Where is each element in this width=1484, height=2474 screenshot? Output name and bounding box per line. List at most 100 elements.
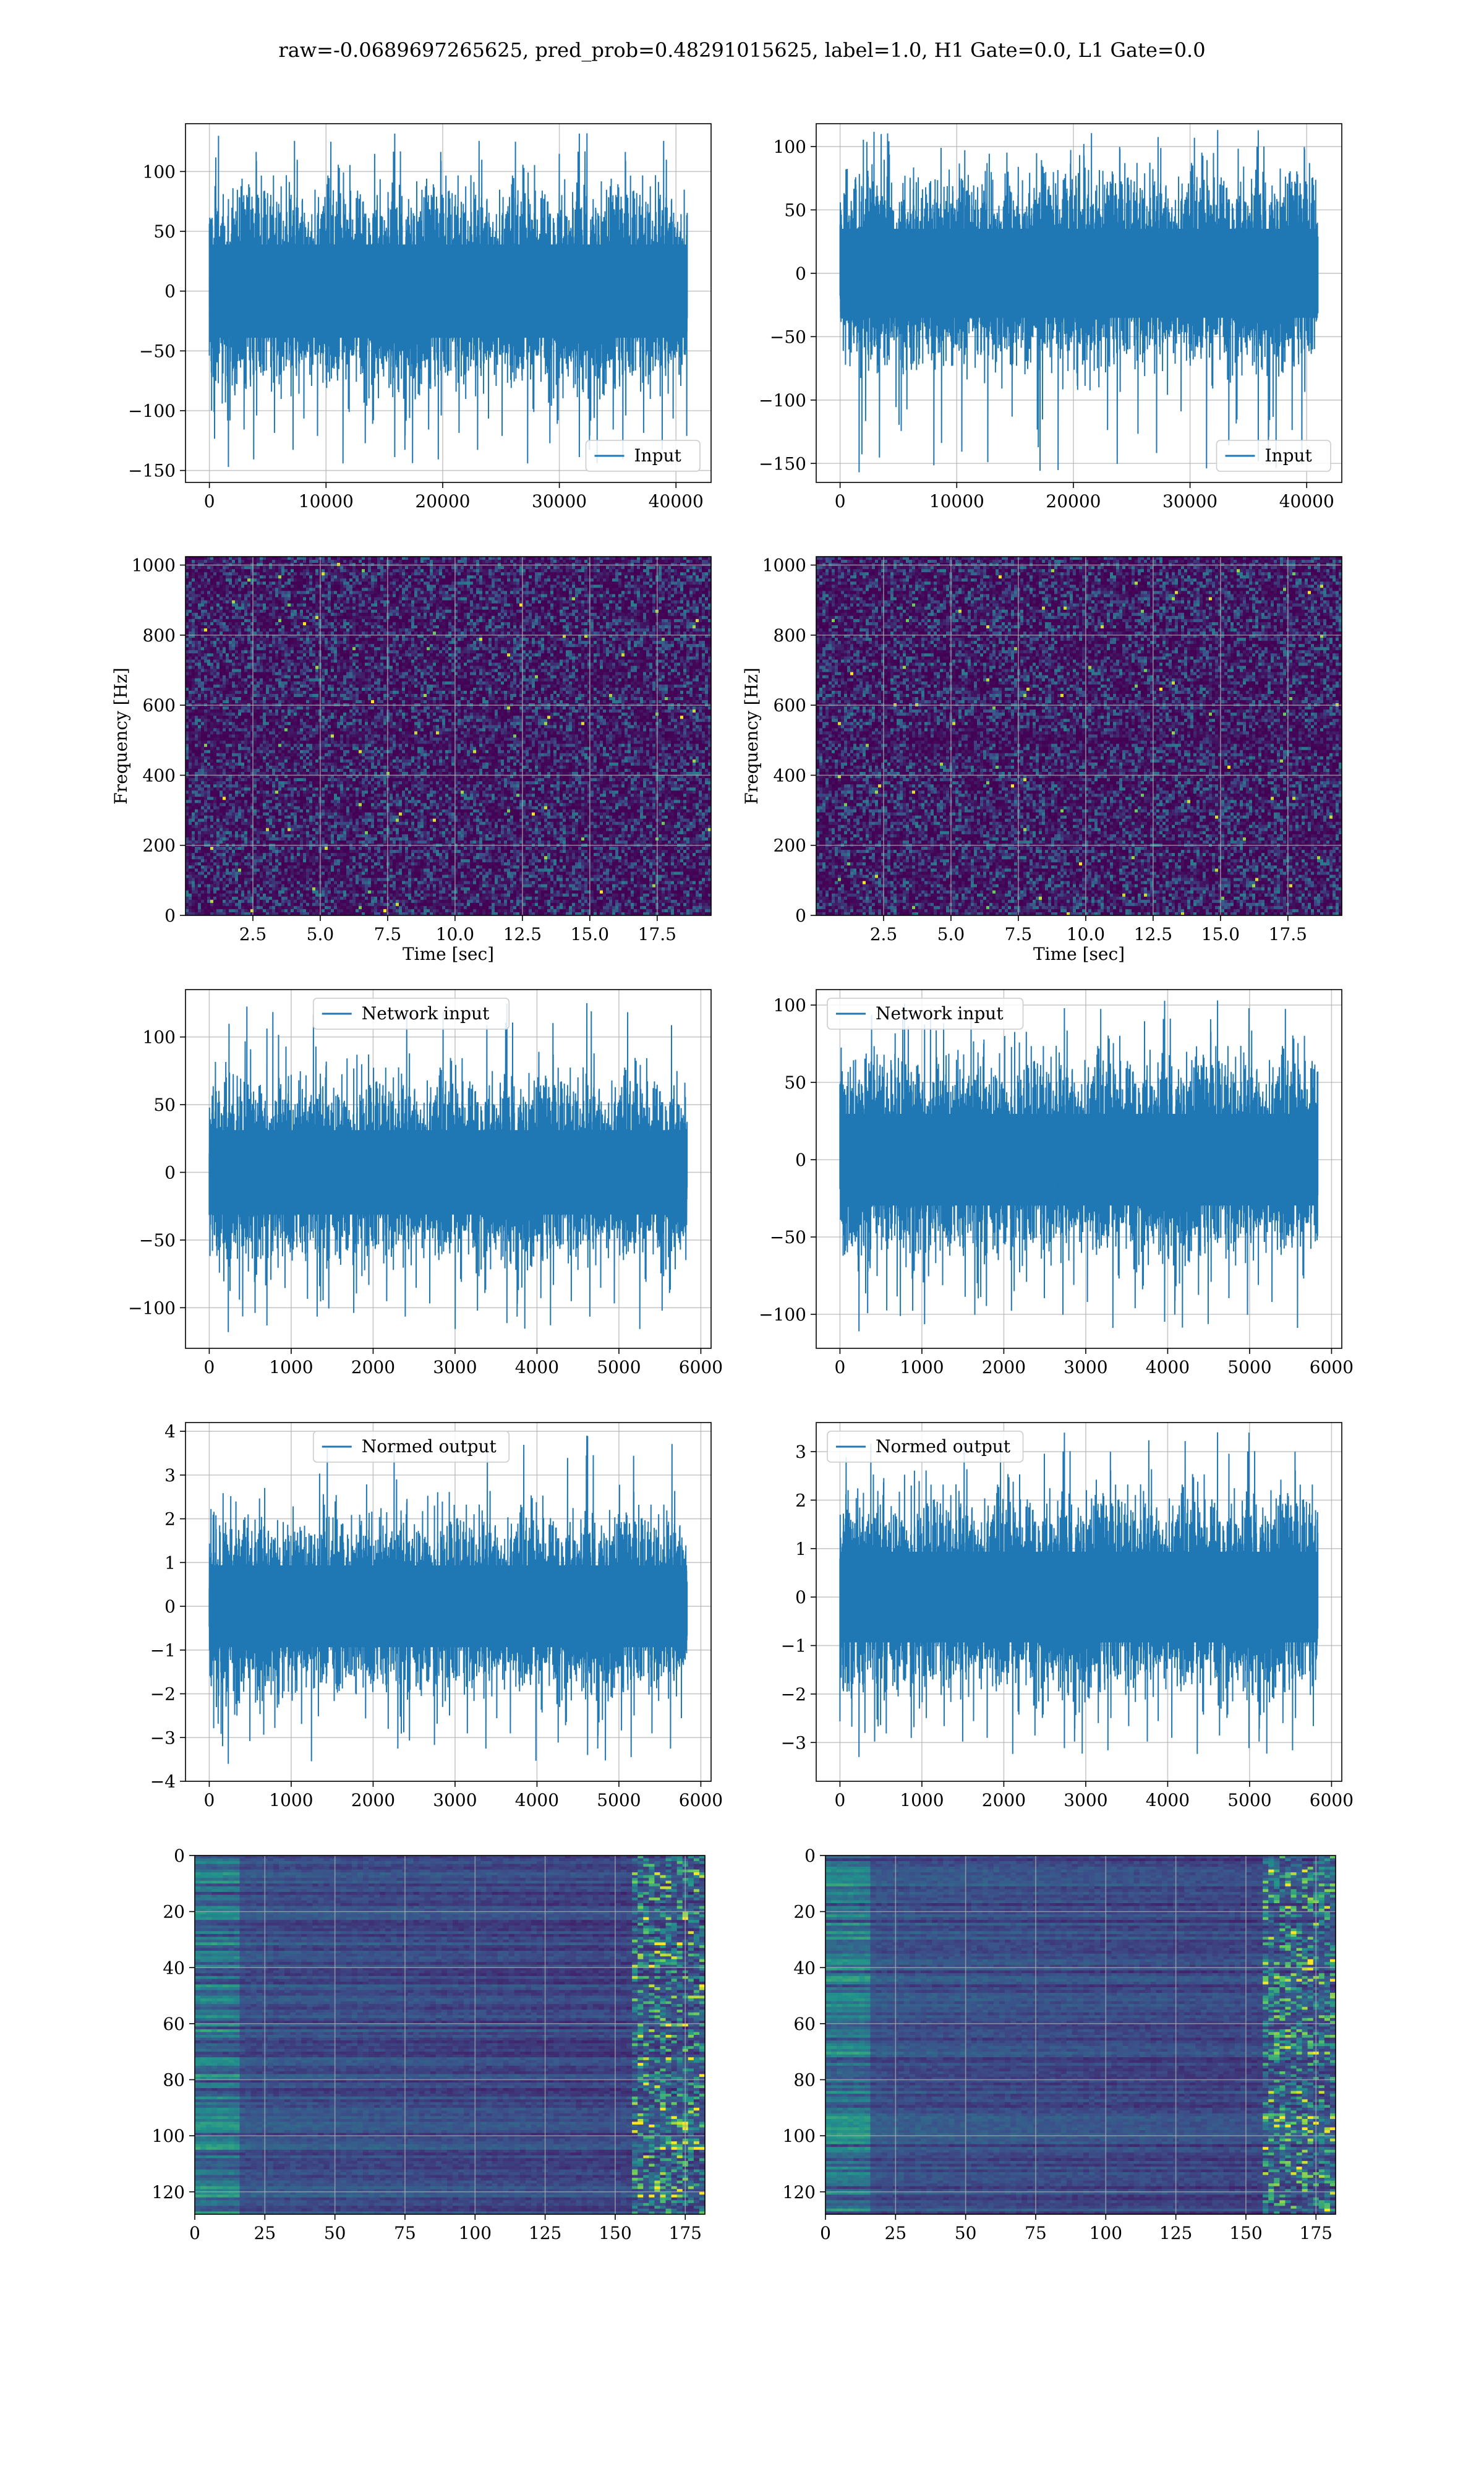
y-tick-label: 0 (804, 1846, 816, 1866)
y-tick-label: 0 (795, 1150, 806, 1170)
x-tick-label: 7.5 (1005, 924, 1033, 944)
x-tick-label: 6000 (1310, 1790, 1354, 1810)
x-tick-label: 10000 (929, 491, 984, 511)
x-tick-label: 3000 (433, 1790, 477, 1810)
x-tick-label: 1000 (269, 1790, 313, 1810)
y-tick-label: 50 (153, 221, 176, 242)
x-tick-label: 10.0 (1067, 924, 1105, 944)
x-tick-label: 4000 (1146, 1790, 1190, 1810)
feature-map-cells (195, 1856, 706, 2215)
x-tick-label: 6000 (679, 1790, 723, 1810)
x-tick-label: 100 (459, 2223, 492, 2243)
y-tick-label: 0 (164, 905, 176, 926)
y-tick-label: 0 (164, 1162, 176, 1183)
legend-label: Input (634, 445, 682, 466)
x-tick-label: 0 (835, 491, 846, 511)
x-tick-label: 17.5 (1269, 924, 1307, 944)
legend-label: Input (1265, 445, 1313, 466)
x-tick-label: 0 (204, 1790, 215, 1810)
x-tick-label: 1000 (900, 1790, 944, 1810)
x-tick-label: 40000 (1279, 491, 1334, 511)
x-tick-label: 2000 (351, 1790, 395, 1810)
legend: Input (586, 440, 701, 471)
legend-label: Network input (876, 1003, 1004, 1024)
x-tick-label: 2.5 (239, 924, 267, 944)
x-tick-label: 2000 (982, 1357, 1026, 1377)
y-tick-label: 120 (152, 2182, 185, 2202)
y-tick-label: 400 (143, 765, 176, 785)
x-tick-label: 0 (204, 1357, 215, 1377)
x-tick-label: 2000 (351, 1357, 395, 1377)
y-tick-label: 1 (164, 1552, 176, 1573)
y-tick-label: 0 (164, 1596, 176, 1617)
y-tick-label: 60 (163, 2014, 185, 2034)
x-tick-label: 0 (835, 1357, 846, 1377)
spectrogram-l1-chart: 2.5 5.0 7.5 10.0 12.5 15.0 17.5020040060080010… (723, 538, 1367, 971)
y-tick-label: 20 (163, 1902, 185, 1922)
x-tick-label: 4000 (1146, 1357, 1190, 1377)
x-tick-label: 30000 (532, 491, 587, 511)
y-tick-label: 100 (143, 161, 176, 182)
x-tick-label: 150 (599, 2223, 631, 2243)
x-tick-label: 10000 (299, 491, 354, 511)
y-tick-label: 0 (795, 263, 806, 284)
y-tick-label: 0 (164, 281, 176, 302)
x-tick-label: 3000 (433, 1357, 477, 1377)
y-tick-label: −50 (139, 341, 176, 361)
y-tick-label: −50 (770, 327, 806, 347)
y-tick-label: −100 (128, 1298, 176, 1318)
y-tick-label: −50 (770, 1227, 806, 1248)
y-tick-label: 100 (152, 2126, 185, 2146)
y-tick-label: 0 (795, 1587, 806, 1607)
x-tick-label: 7.5 (374, 924, 402, 944)
y-tick-label: −50 (139, 1230, 176, 1251)
x-tick-label: 150 (1229, 2223, 1262, 2243)
y-tick-label: 0 (795, 905, 806, 926)
x-tick-label: 10.0 (436, 924, 474, 944)
x-tick-label: 50 (324, 2223, 346, 2243)
spectrogram-h1-chart: 2.5 5.0 7.5 10.0 12.5 15.0 17.5020040060080010… (93, 538, 736, 971)
y-axis-label: Frequency [Hz] (111, 667, 131, 804)
y-tick-label: 800 (774, 625, 806, 646)
legend: Normed output (313, 1431, 510, 1462)
y-tick-label: 800 (143, 625, 176, 646)
y-tick-label: −4 (150, 1771, 176, 1792)
legend: Normed output (827, 1431, 1023, 1462)
y-tick-label: 200 (774, 836, 806, 856)
y-tick-label: 100 (774, 995, 806, 1016)
x-tick-label: 125 (529, 2223, 561, 2243)
y-tick-label: 40 (163, 1958, 185, 1978)
y-tick-label: −1 (781, 1636, 806, 1656)
x-tick-label: 125 (1159, 2223, 1192, 2243)
x-tick-label: 17.5 (638, 924, 676, 944)
y-tick-label: 600 (143, 695, 176, 716)
spectrogram-cells (186, 557, 712, 916)
legend: Network input (827, 998, 1023, 1029)
x-tick-label: 5000 (1227, 1357, 1271, 1377)
input-l1-chart: 0 10000 20000 30000 40000−150−100−50050100In… (723, 105, 1367, 526)
y-tick-label: −150 (128, 461, 176, 481)
x-tick-label: 50 (955, 2223, 977, 2243)
input-h1-chart: 0 10000 20000 30000 40000−150−100−50050100In… (93, 105, 736, 526)
y-tick-label: −2 (781, 1684, 806, 1705)
x-tick-label: 12.5 (1134, 924, 1172, 944)
legend: Network input (313, 998, 510, 1029)
signal-line (840, 130, 1318, 472)
y-tick-label: 80 (793, 2070, 816, 2091)
x-tick-label: 0 (204, 491, 215, 511)
y-tick-label: 0 (174, 1846, 185, 1866)
y-tick-label: −2 (150, 1684, 176, 1705)
y-tick-label: 1 (795, 1539, 806, 1559)
normed-output-h1-chart: 0 1000 2000 3000 4000 5000 6000−4−3−2−101234No… (93, 1404, 736, 1825)
x-tick-label: 175 (1300, 2223, 1333, 2243)
x-tick-label: 12.5 (503, 924, 542, 944)
y-tick-label: 120 (783, 2182, 816, 2202)
x-tick-label: 3000 (1064, 1357, 1107, 1377)
x-tick-label: 3000 (1064, 1790, 1107, 1810)
y-tick-label: 100 (783, 2126, 816, 2146)
signal-line (209, 1003, 687, 1332)
x-tick-label: 0 (835, 1790, 846, 1810)
y-tick-label: −1 (150, 1640, 176, 1661)
